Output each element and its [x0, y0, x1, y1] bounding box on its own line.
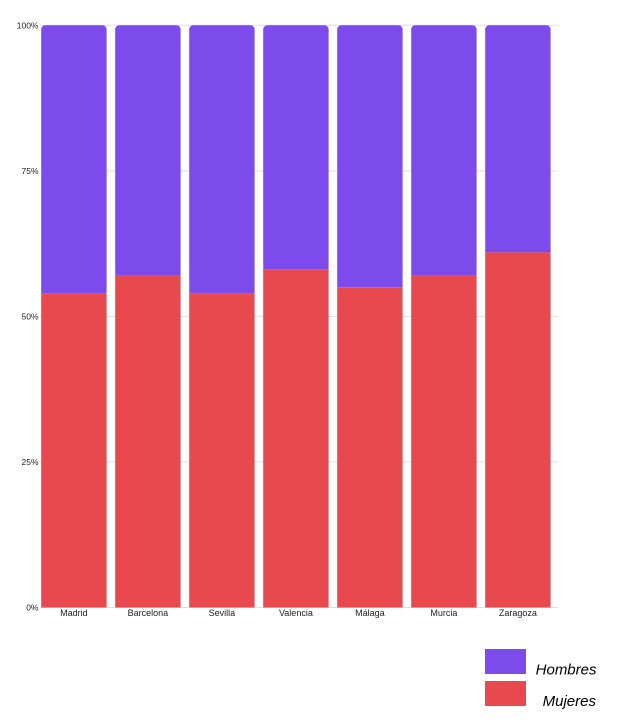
svg-text:50%: 50% [21, 312, 38, 322]
svg-text:Málaga: Málaga [355, 608, 385, 618]
svg-text:75%: 75% [21, 166, 38, 176]
svg-text:Zaragoza: Zaragoza [499, 608, 537, 618]
svg-text:Murcia: Murcia [430, 608, 457, 618]
svg-text:0%: 0% [26, 603, 39, 613]
svg-text:Valencia: Valencia [279, 608, 313, 618]
svg-text:Madrid: Madrid [60, 608, 88, 618]
svg-text:25%: 25% [21, 457, 38, 467]
svg-text:Hombres: Hombres [536, 662, 597, 679]
svg-text:Mujeres: Mujeres [543, 693, 597, 710]
svg-text:Barcelona: Barcelona [128, 608, 169, 618]
svg-text:Sevilla: Sevilla [209, 608, 236, 618]
svg-text:100%: 100% [17, 20, 39, 30]
